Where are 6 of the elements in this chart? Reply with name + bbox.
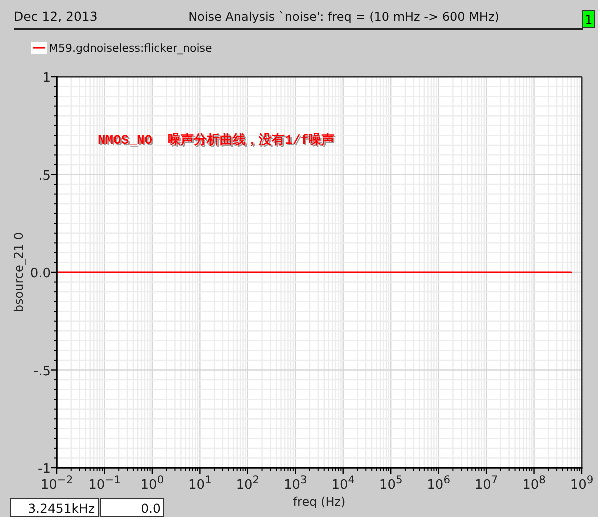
annotation: 0.0	[141, 501, 161, 516]
title: Noise Analysis `noise': freq = (10 mHz -> 600 MHz)	[188, 10, 500, 24]
annotation: Dec 12, 2013	[14, 9, 98, 24]
annotation: 3.2451kHz	[28, 501, 95, 516]
annotation: 1	[585, 13, 593, 27]
annotation: NMOS_NO 噪声分析曲线，没有1/f噪声	[98, 133, 335, 148]
